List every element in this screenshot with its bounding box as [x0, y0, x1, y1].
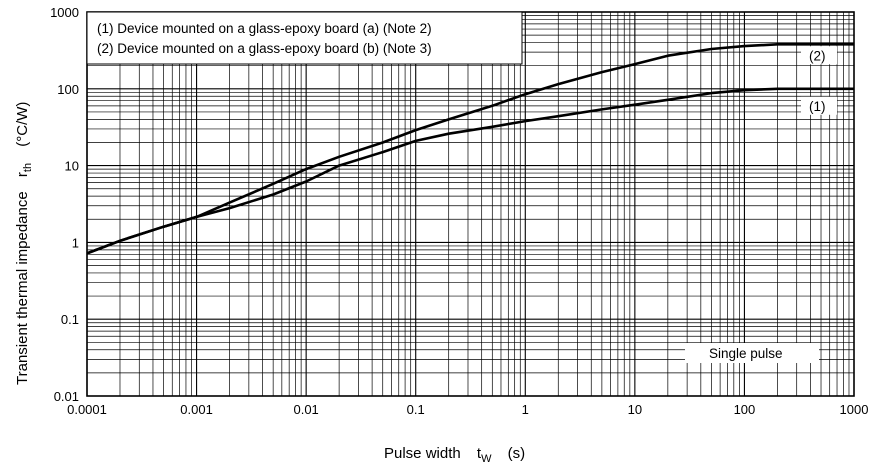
series-line-1 [86, 87, 854, 255]
y-tick-label: 1000 [50, 5, 79, 20]
annotation-box [685, 343, 819, 363]
series-label-box [801, 96, 837, 115]
y-tick-label: 100 [57, 82, 79, 97]
plot-frame [86, 11, 855, 397]
x-tick-label: 100 [734, 402, 756, 417]
y-tick-label: 10 [65, 159, 79, 174]
x-tick-label: 1000 [840, 402, 869, 417]
x-axis-title: Pulse width tW (s) [384, 445, 525, 466]
annotation-single-pulse: Single pulse [709, 346, 783, 361]
x-tick-label: 0.1 [407, 402, 425, 417]
series-layer [86, 43, 854, 255]
series-label-2: (2) [809, 48, 826, 63]
x-tick-label: 1 [522, 402, 529, 417]
legend-entry-2: (2) Device mounted on a glass-epoxy boar… [97, 41, 432, 56]
series-label-box [801, 46, 837, 65]
series-label-1: (1) [809, 99, 826, 114]
ticks-layer: 0.0001 0.001 0.01 0.1 1 10 100 1000 0.01 0.1 1 10 10… [50, 5, 868, 417]
grid-layer [86, 11, 855, 397]
label-layer: (2) (1) [801, 46, 837, 115]
x-tick-label: 10 [628, 402, 642, 417]
x-tick-label: 0.0001 [67, 402, 107, 417]
series-line-2 [86, 43, 854, 255]
x-tick-label: 0.01 [293, 402, 318, 417]
legend-box [86, 11, 523, 65]
x-tick-label: 0.001 [180, 402, 213, 417]
y-tick-label: 0.01 [54, 389, 79, 404]
y-axis-title: Transient thermal impedance rth (°C/W) [14, 102, 35, 385]
y-tick-label: 1 [72, 235, 79, 250]
y-tick-label: 0.1 [61, 312, 79, 327]
legend-entry-1: (1) Device mounted on a glass-epoxy boar… [97, 21, 432, 36]
